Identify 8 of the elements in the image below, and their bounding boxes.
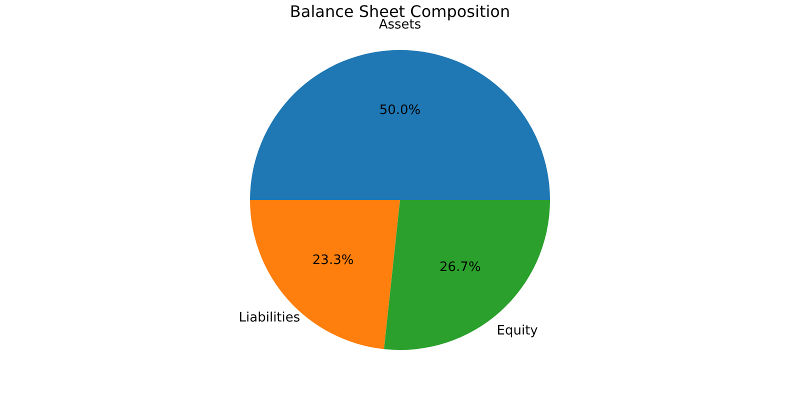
pie-slice [384, 200, 550, 350]
data-label: 50.0% [379, 103, 421, 118]
slice-label: Liabilities [238, 310, 300, 326]
slice-label: Assets [378, 18, 422, 32]
data-label: 23.3% [312, 253, 354, 268]
pie-slice [250, 50, 550, 200]
data-label: 26.7% [439, 260, 481, 275]
slice-label: Equity [496, 324, 538, 339]
